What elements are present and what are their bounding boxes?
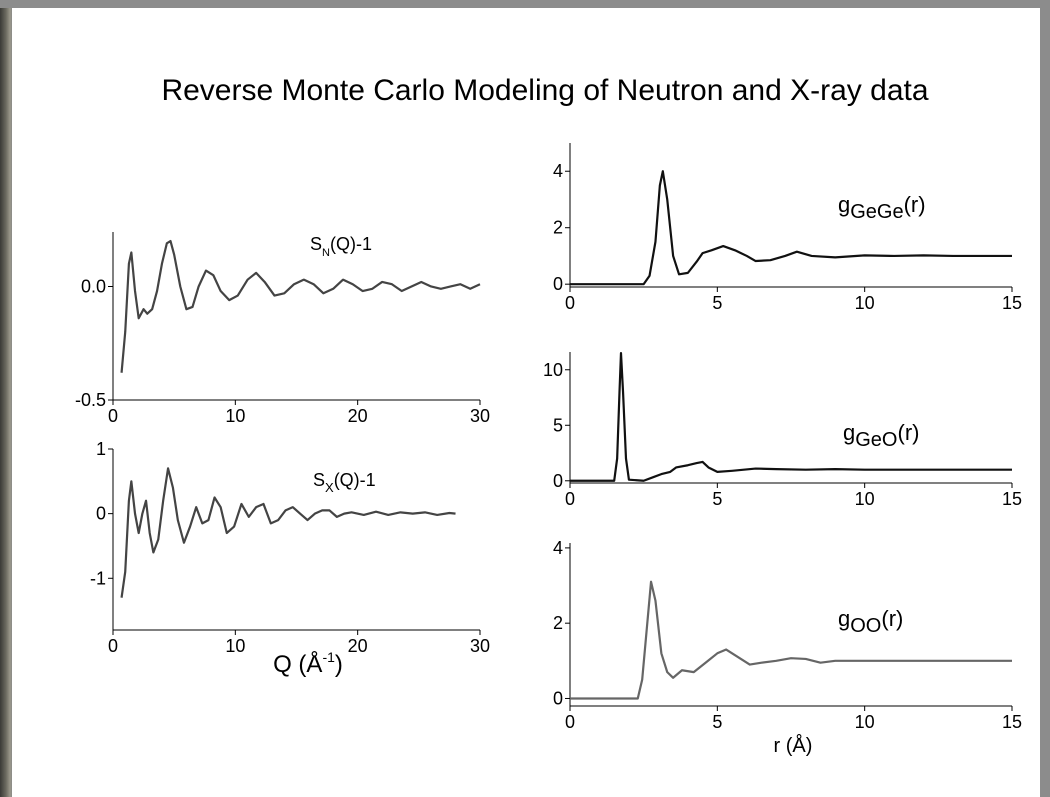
curve-label-rest: (Q)-1 (330, 234, 372, 254)
x-tick-label: 15 (1002, 489, 1022, 509)
curve-label-main: g (838, 192, 850, 217)
x-axis-label-main: Q (Å (273, 650, 322, 678)
y-tick-label: 0 (553, 688, 563, 708)
curve-label-main: g (838, 606, 850, 631)
y-tick-label: 2 (553, 613, 563, 633)
curve-label-sub: GeO (855, 429, 897, 451)
data-line (570, 352, 1012, 482)
x-tick-label: 5 (712, 293, 722, 313)
curve-label-rest: (r) (904, 192, 926, 217)
x-tick-label: 10 (855, 293, 875, 313)
curve-label-main: S (310, 234, 322, 254)
frame-top (0, 0, 1050, 8)
x-axis-label-sup: -1 (322, 649, 335, 665)
data-line (120, 467, 456, 598)
y-tick-label: 10 (543, 360, 563, 380)
y-tick-label: -0.5 (75, 390, 106, 410)
y-tick-label: -1 (90, 568, 106, 588)
y-tick-label: 0 (553, 471, 563, 491)
curve-label-sub: X (325, 480, 334, 495)
x-tick-label: 0 (108, 406, 118, 426)
curve-label-sub: GeGe (850, 201, 903, 223)
x-tick-label: 20 (348, 406, 368, 426)
data-line (120, 239, 481, 373)
y-tick-label: 4 (553, 161, 563, 181)
curve-label: gOO(r) (838, 606, 903, 637)
curve-label-sub: N (322, 247, 330, 259)
y-tick-label: 0.0 (81, 276, 106, 296)
x-tick-label: 30 (470, 636, 490, 656)
x-axis-label: Q (Å-1) (273, 649, 343, 678)
y-tick-label: 4 (553, 538, 563, 558)
x-tick-label: 10 (855, 712, 875, 732)
slide (12, 8, 1040, 797)
slide-title: Reverse Monte Carlo Modeling of Neutron … (161, 74, 928, 107)
x-tick-label: 10 (855, 489, 875, 509)
x-tick-label: 15 (1002, 293, 1022, 313)
x-tick-label: 0 (108, 636, 118, 656)
curve-label-rest: (r) (881, 606, 903, 631)
x-axis-label: r (Å) (774, 734, 813, 757)
curve-label: gGeO(r) (843, 420, 919, 451)
x-tick-label: 0 (565, 293, 575, 313)
curve-label: SN(Q)-1 (310, 234, 372, 259)
x-tick-label: 0 (565, 712, 575, 732)
frame-right (1040, 0, 1050, 797)
curve-label: SX(Q)-1 (313, 470, 376, 495)
x-tick-label: 30 (470, 406, 490, 426)
y-tick-label: 1 (96, 439, 106, 459)
y-tick-label: 0 (96, 504, 106, 524)
y-tick-label: 0 (553, 274, 563, 294)
x-tick-label: 20 (348, 636, 368, 656)
curve-label-rest: (Q)-1 (334, 470, 376, 490)
data-line (570, 580, 1012, 700)
x-tick-label: 5 (712, 712, 722, 732)
x-tick-label: 0 (565, 489, 575, 509)
curve-label-sub: OO (850, 615, 881, 637)
curve-label: gGeGe(r) (838, 192, 926, 223)
x-tick-label: 5 (712, 489, 722, 509)
curve-label-main: g (843, 420, 855, 445)
x-tick-label: 10 (225, 636, 245, 656)
x-tick-label: 10 (225, 406, 245, 426)
curve-label-rest: (r) (898, 420, 920, 445)
y-tick-label: 2 (553, 218, 563, 238)
y-tick-label: 5 (553, 415, 563, 435)
data-line (570, 170, 1012, 286)
curve-label-main: S (313, 470, 325, 490)
x-tick-label: 15 (1002, 712, 1022, 732)
x-axis-label-rest: ) (335, 651, 343, 678)
